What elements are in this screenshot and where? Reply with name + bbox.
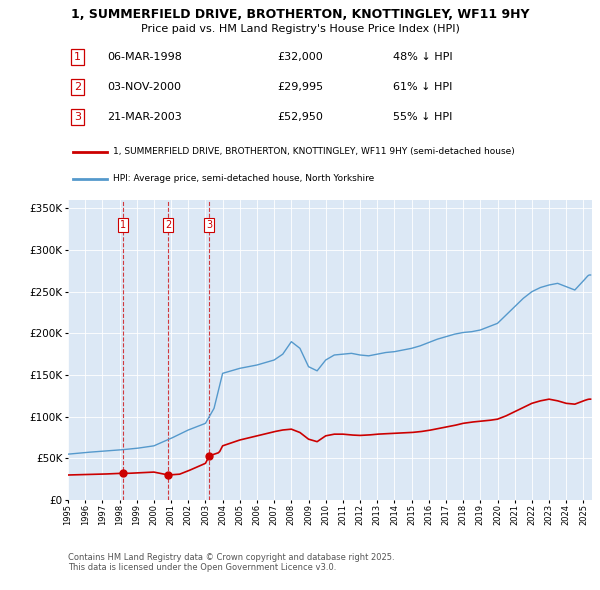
- Text: 1: 1: [74, 52, 81, 62]
- Text: 1: 1: [119, 220, 125, 230]
- Text: 3: 3: [206, 220, 212, 230]
- Text: HPI: Average price, semi-detached house, North Yorkshire: HPI: Average price, semi-detached house,…: [113, 174, 374, 183]
- Text: This data is licensed under the Open Government Licence v3.0.: This data is licensed under the Open Gov…: [68, 563, 337, 572]
- Text: 1, SUMMERFIELD DRIVE, BROTHERTON, KNOTTINGLEY, WF11 9HY: 1, SUMMERFIELD DRIVE, BROTHERTON, KNOTTI…: [71, 8, 529, 21]
- Text: 1, SUMMERFIELD DRIVE, BROTHERTON, KNOTTINGLEY, WF11 9HY (semi-detached house): 1, SUMMERFIELD DRIVE, BROTHERTON, KNOTTI…: [113, 147, 514, 156]
- Text: 61% ↓ HPI: 61% ↓ HPI: [393, 82, 452, 92]
- Text: 03-NOV-2000: 03-NOV-2000: [107, 82, 181, 92]
- Text: Contains HM Land Registry data © Crown copyright and database right 2025.: Contains HM Land Registry data © Crown c…: [68, 553, 395, 562]
- Text: 2: 2: [165, 220, 172, 230]
- Text: 48% ↓ HPI: 48% ↓ HPI: [393, 52, 452, 62]
- Text: 21-MAR-2003: 21-MAR-2003: [107, 112, 182, 122]
- Text: 06-MAR-1998: 06-MAR-1998: [107, 52, 182, 62]
- Text: £32,000: £32,000: [278, 52, 323, 62]
- Text: 2: 2: [74, 82, 81, 92]
- Text: 55% ↓ HPI: 55% ↓ HPI: [393, 112, 452, 122]
- Text: £52,950: £52,950: [278, 112, 323, 122]
- Text: Price paid vs. HM Land Registry's House Price Index (HPI): Price paid vs. HM Land Registry's House …: [140, 24, 460, 34]
- Text: 3: 3: [74, 112, 81, 122]
- Text: £29,995: £29,995: [278, 82, 324, 92]
